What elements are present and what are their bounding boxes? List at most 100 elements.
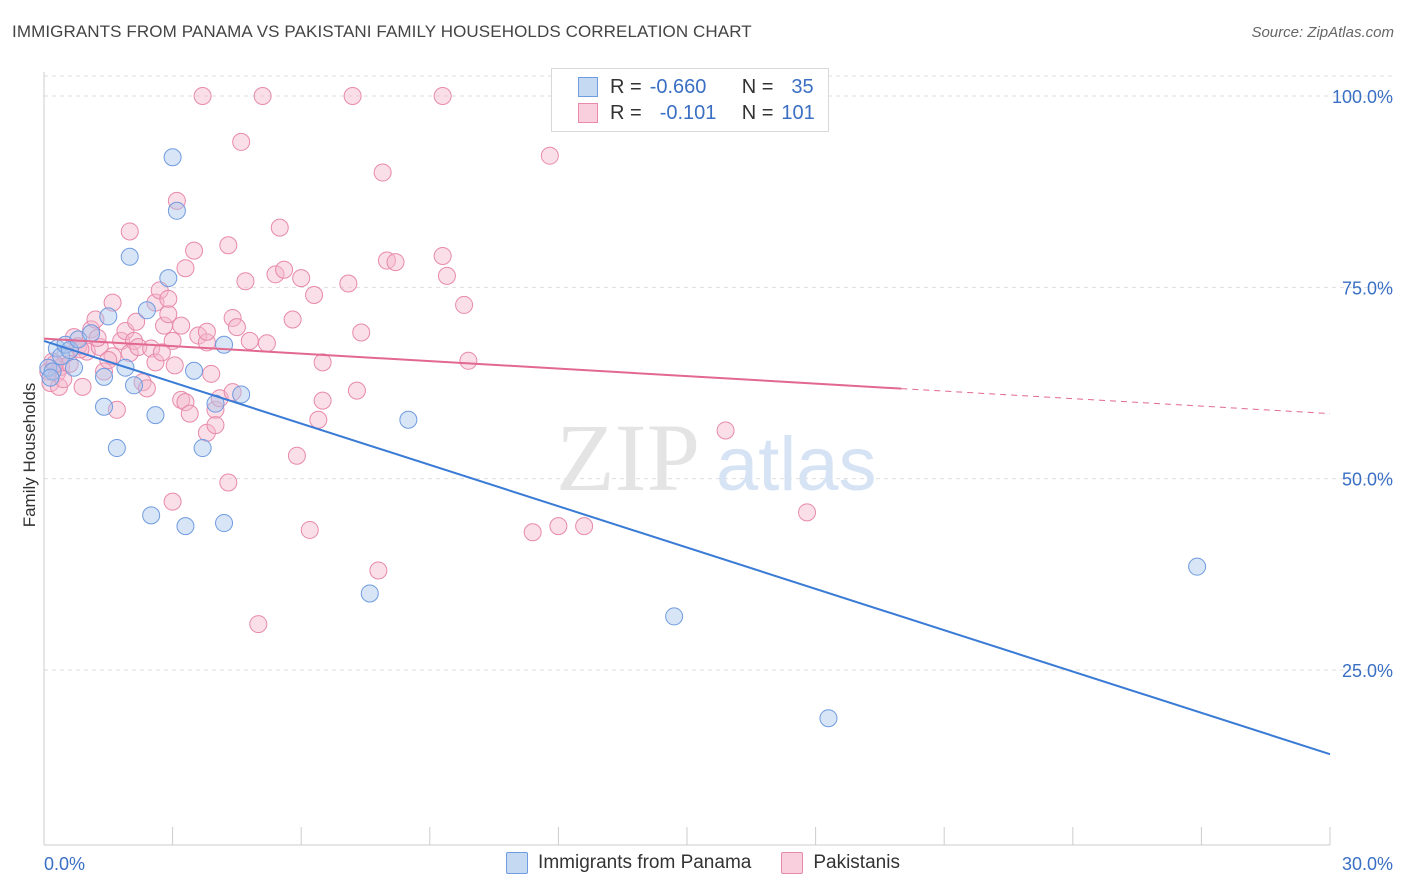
y-tick-label: 100.0% [1332,87,1393,107]
panama-point [176,517,195,536]
pakistani-point [112,331,131,350]
axes [43,72,1331,846]
pakistani-point [313,391,332,410]
pakistani-point [99,351,118,370]
pakistani-point [129,338,148,357]
pakistani-point [127,312,146,331]
pakistani-point [167,191,186,210]
pakistani-point [146,353,165,372]
pakistani-point [180,404,199,423]
panama-point [107,439,126,458]
pakistani-point [103,293,122,312]
pakistani-point [270,218,289,237]
legend-label: Immigrants from Panama [538,852,752,873]
panama-point [82,324,101,343]
pakistani-point [455,295,474,314]
panama-point [215,335,234,354]
pakistani-point [309,410,328,429]
panama-point [1188,557,1207,576]
panama-point [360,584,379,603]
pakistani-point [206,400,225,419]
pakistani-point [165,356,184,375]
legend-n-value: 35 [791,75,814,98]
panama-point [665,607,684,626]
pakistani-point [223,308,242,327]
panama-point [99,307,118,326]
legend-row-pakistanis: R = -0.101 N = 101 [578,101,815,125]
pakistani-point [343,87,362,105]
pakistani-point [249,615,268,634]
legend-swatch-pink [781,852,804,874]
pakistani-point [386,253,405,272]
pakistani-point [257,334,276,353]
pakistani-point [373,163,392,182]
series-legend: Immigrants from Panama Pakistanis [0,852,1406,874]
pakistani-point [549,517,568,536]
legend-r-value: -0.101 [659,101,717,124]
pakistani-point [152,343,171,362]
chart-title: IMMIGRANTS FROM PANAMA VS PAKISTANI FAMI… [12,22,752,41]
pakistani-point [266,265,285,284]
pakistani-point [159,305,178,324]
y-tick-label: 50.0% [1342,470,1393,490]
tick-labels: 100.0% 75.0% 50.0% 25.0% 0.0% 30.0% [44,87,1393,874]
pakistani-point [523,523,542,542]
panama-point [193,439,212,458]
pakistani-point [287,446,306,465]
pakistani-point [459,351,478,370]
legend-r-value: -0.660 [649,75,707,98]
panama-point [146,406,165,425]
panama-point [95,367,114,386]
pakistani-point [283,310,302,329]
chart-source: Source: ZipAtlas.com [1251,24,1394,41]
pakistani-trend-line [43,337,902,390]
y-tick-label: 25.0% [1342,661,1393,681]
pakistani-point [437,266,456,285]
y-tick-label: 75.0% [1342,278,1393,298]
pakistani-point [185,241,204,260]
panama-point [819,709,838,728]
y-axis-label: Family Households [20,382,39,528]
panama-point [41,368,60,387]
pakistani-point [202,364,221,383]
trend-lines [43,337,1331,756]
pakistani-point [347,381,366,400]
legend-n-label: N = [741,101,774,124]
watermark-zip: ZIP [556,404,700,511]
panama-point [185,361,204,380]
legend-r-label: R = [610,101,642,124]
panama-point [125,376,144,395]
pakistani-point [240,331,259,350]
pakistani-point [159,289,178,308]
stats-legend: R = -0.660 N = 35 R = -0.101 N = 101 [551,68,829,132]
pakistani-point [219,236,238,255]
panama-point [159,269,178,288]
panama-point [232,385,251,404]
pakistani-point [163,492,182,511]
pakistani-point [73,377,92,396]
x-tick-label: 0.0% [44,854,85,874]
legend-item-panama: Immigrants from Panama [506,852,751,874]
pakistani-point [219,473,238,492]
pakistani-point [339,274,358,293]
pakistani-point [313,353,332,372]
panama-point [65,358,84,377]
pakistani-point [305,285,324,304]
data-points [39,87,1207,728]
pakistani-point [197,322,216,341]
legend-swatch-pink [578,103,598,123]
pakistani-point [275,260,294,279]
pakistani-point [172,316,191,335]
pakistani-point [300,520,319,539]
panama-point [399,410,418,429]
pakistani-point [120,222,139,241]
legend-item-pakistanis: Pakistanis [781,852,900,874]
panama-point [167,201,186,220]
pakistani-point [176,393,195,412]
legend-n-value: 101 [781,101,815,124]
panama-point [137,301,156,320]
pakistani-point [798,503,817,522]
pakistani-point [193,87,212,105]
pakistani-point [716,421,735,440]
